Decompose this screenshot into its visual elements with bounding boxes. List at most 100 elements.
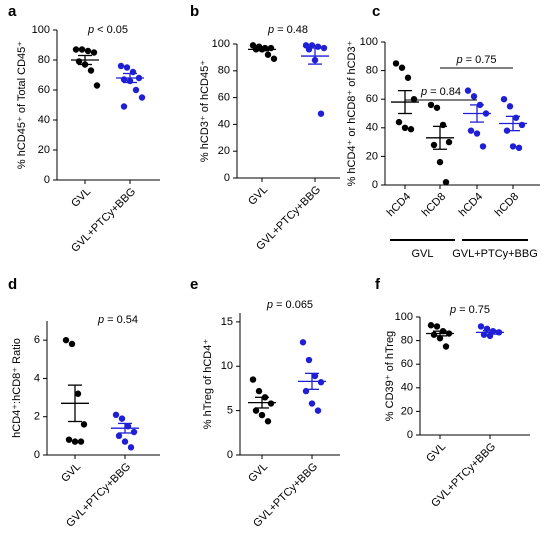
y-tick-label: 6: [34, 334, 40, 346]
data-point: [90, 49, 98, 56]
y-axis-label: hCD4⁺:hCD8⁺ Ratio: [11, 338, 23, 438]
data-point: [78, 46, 86, 53]
y-tick-label: 0: [227, 449, 233, 461]
p-value: p < 0.05: [87, 24, 128, 36]
data-point: [299, 339, 307, 346]
p-symbol: p: [455, 54, 462, 66]
x-tick-label: GVL: [246, 461, 270, 485]
p-text: = 0.065: [276, 299, 313, 311]
data-point: [314, 43, 322, 50]
data-point: [395, 118, 403, 126]
y-tick-label: 20: [401, 405, 413, 417]
y-tick-label: 80: [218, 65, 230, 77]
data-point: [127, 444, 135, 451]
data-point: [506, 103, 514, 110]
data-point: [430, 331, 438, 338]
data-point: [129, 68, 137, 76]
y-axis-label: % hCD3⁺ of hCD45⁺: [199, 60, 211, 162]
data-point: [464, 87, 472, 94]
data-point: [115, 432, 123, 440]
panel-label: e: [190, 276, 198, 293]
data-point: [132, 86, 140, 94]
p-value: p = 0.54: [97, 314, 138, 326]
data-point: [512, 114, 520, 121]
data-point: [120, 103, 128, 110]
data-point: [305, 46, 313, 53]
p-value: p = 0.75: [449, 304, 490, 316]
y-tick-label: 0: [44, 174, 50, 186]
data-point: [305, 356, 313, 364]
data-point: [68, 340, 76, 348]
y-tick-label: 20: [218, 145, 230, 157]
data-point: [442, 343, 450, 350]
y-tick-label: 40: [366, 122, 378, 134]
data-point: [314, 407, 322, 414]
y-tick-label: 40: [38, 114, 50, 126]
data-point: [249, 376, 257, 383]
panel-label: a: [8, 3, 17, 20]
y-tick-label: 0: [407, 429, 413, 441]
y-tick-label: 60: [366, 93, 378, 105]
data-point: [267, 400, 275, 407]
data-point: [433, 104, 441, 111]
data-point: [255, 387, 263, 395]
y-tick-label: 5: [227, 405, 233, 417]
data-point: [311, 372, 319, 380]
y-axis-label: % hTreg of hCD4⁺: [202, 339, 214, 430]
data-point: [445, 138, 453, 146]
data-point: [264, 51, 272, 58]
y-tick-label: 60: [401, 358, 413, 370]
p-text: = 0.75: [466, 54, 497, 66]
p-symbol: p: [97, 314, 104, 326]
y-tick-label: 100: [360, 36, 378, 48]
y-tick-label: 20: [38, 144, 50, 156]
data-point: [258, 411, 266, 419]
data-point: [398, 64, 406, 71]
y-tick-label: 15: [221, 316, 233, 328]
data-point: [317, 379, 325, 386]
data-point: [72, 46, 80, 53]
x-tick-label: hCD8: [420, 191, 448, 219]
data-point: [77, 438, 85, 445]
data-point: [138, 94, 146, 101]
data-point: [410, 96, 418, 103]
y-tick-label: 80: [401, 335, 413, 347]
x-tick-label: hCD8: [493, 191, 521, 219]
data-point: [439, 121, 447, 129]
y-tick-label: 20: [366, 150, 378, 162]
data-point: [84, 47, 92, 55]
data-point: [427, 101, 435, 109]
p-symbol: p: [267, 24, 274, 36]
y-axis-label: % CD39⁺ of hTreg: [384, 331, 396, 421]
y-tick-label: 40: [401, 382, 413, 394]
data-point: [436, 335, 444, 342]
p-symbol: p: [266, 299, 273, 311]
group-label: GVL: [411, 248, 433, 260]
p-symbol: p: [87, 24, 94, 36]
y-axis-label: % hCD45⁺ of Total CD45⁺: [16, 41, 28, 169]
data-point: [470, 93, 478, 100]
data-point: [500, 96, 508, 103]
data-point: [264, 418, 272, 425]
y-tick-label: 100: [32, 24, 50, 36]
data-point: [467, 127, 475, 134]
p-value: p = 0.48: [267, 24, 308, 36]
p-symbol: p: [420, 86, 427, 98]
data-point: [320, 44, 328, 52]
data-point: [407, 126, 415, 133]
y-tick-label: 40: [218, 118, 230, 130]
x-tick-label: GVL: [424, 441, 448, 465]
panel-label: f: [375, 276, 381, 293]
data-point: [436, 158, 444, 166]
y-tick-label: 4: [34, 372, 40, 384]
panel-label: b: [190, 3, 199, 20]
y-tick-label: 60: [218, 92, 230, 104]
data-point: [74, 390, 82, 397]
data-point: [87, 67, 95, 74]
data-point: [123, 64, 131, 71]
data-point: [75, 58, 83, 65]
data-point: [404, 74, 412, 81]
x-tick-label: GVL: [59, 461, 83, 485]
data-point: [515, 144, 523, 152]
data-point: [62, 336, 70, 344]
